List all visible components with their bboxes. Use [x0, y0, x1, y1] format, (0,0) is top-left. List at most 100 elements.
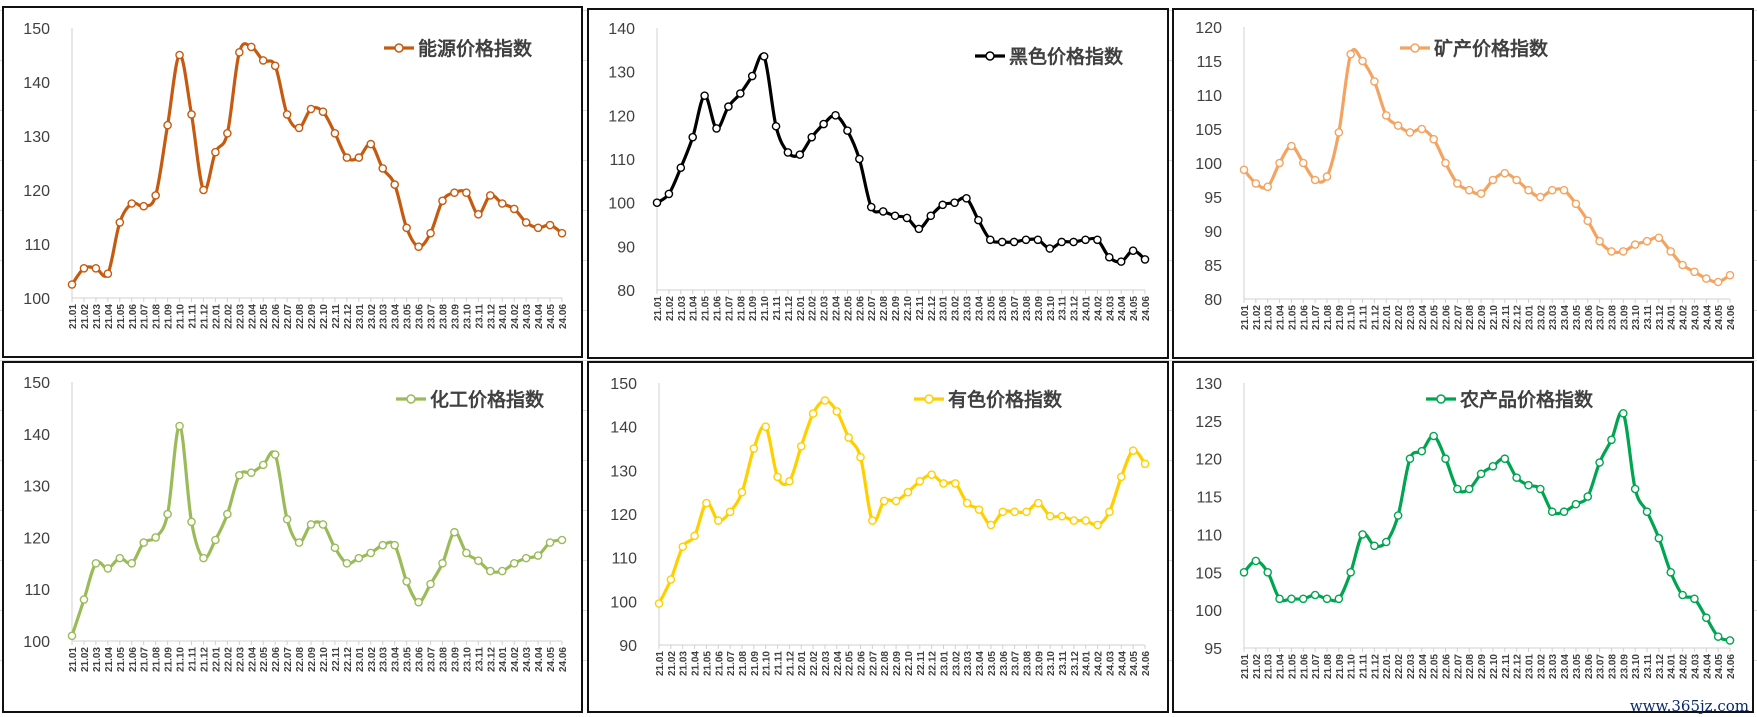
data-point [690, 531, 699, 541]
x-tick-label: 24.03 [522, 304, 533, 329]
x-tick-label: 23.09 [1034, 296, 1045, 321]
data-point [1275, 158, 1284, 168]
data-point [761, 422, 770, 431]
data-point [878, 207, 888, 216]
x-tick-label: 21.06 [128, 647, 139, 672]
x-tick-label: 22.06 [271, 304, 282, 329]
data-point [1251, 556, 1261, 566]
x-tick-label: 23.01 [355, 647, 366, 672]
x-tick-label: 22.04 [1418, 305, 1429, 330]
data-point [1310, 590, 1320, 600]
series-line [70, 424, 563, 637]
x-tick-label: 22.02 [1394, 305, 1405, 330]
x-tick-label: 22.05 [259, 647, 270, 672]
x-tick-label: 23.11 [474, 647, 485, 672]
data-point [962, 498, 972, 508]
x-tick-label: 22.07 [867, 296, 878, 321]
series-line [1242, 48, 1731, 284]
data-point [414, 242, 423, 251]
x-tick-label: 21.02 [667, 651, 678, 676]
data-point [1464, 484, 1474, 494]
data-point [1287, 594, 1296, 604]
data-point [1630, 240, 1640, 249]
x-tick-label: 22.07 [1453, 305, 1464, 330]
data-point [115, 553, 125, 563]
x-tick-label: 21.03 [1264, 654, 1275, 679]
data-point [700, 91, 709, 100]
y-tick-label: 100 [23, 634, 50, 651]
data-point [819, 119, 828, 129]
y-tick-label: 120 [1195, 20, 1222, 37]
data-point [1358, 530, 1367, 539]
data-point [1069, 237, 1078, 247]
data-point [1140, 255, 1150, 264]
data-point [1536, 484, 1545, 494]
x-tick-label: 22.10 [904, 651, 915, 676]
data-point [509, 558, 519, 568]
data-point [246, 42, 256, 52]
data-point [986, 520, 996, 530]
x-tick-label: 23.07 [427, 304, 438, 329]
y-tick-label: 95 [1204, 641, 1222, 658]
y-tick-label: 120 [608, 108, 635, 125]
y-tick-label: 100 [608, 196, 635, 213]
data-point [1263, 567, 1273, 577]
data-point [1263, 182, 1273, 192]
x-tick-label: 21.06 [713, 296, 724, 321]
x-tick-label: 24.05 [546, 647, 557, 672]
x-tick-label: 23.03 [963, 651, 974, 676]
x-tick-label: 23.01 [355, 304, 366, 329]
data-point [1536, 192, 1545, 202]
x-tick-label: 21.03 [679, 651, 690, 676]
data-point [1547, 507, 1557, 517]
data-point [402, 223, 411, 233]
y-tick-label: 90 [1204, 224, 1222, 241]
data-point [1678, 590, 1687, 600]
data-point [163, 120, 172, 130]
data-point [1045, 244, 1055, 253]
x-tick-label: 21.06 [1299, 654, 1310, 679]
x-tick-label: 21.02 [1252, 305, 1263, 330]
x-tick-label: 22.01 [796, 296, 807, 321]
data-point [1488, 175, 1498, 185]
data-point [545, 220, 555, 230]
data-point [1081, 235, 1090, 245]
x-tick-label: 21.11 [188, 647, 199, 672]
data-point [927, 470, 936, 479]
x-tick-label: 23.09 [1034, 651, 1045, 676]
data-point [855, 154, 864, 164]
data-point [856, 452, 865, 462]
y-tick-label: 110 [24, 582, 50, 599]
x-tick-label: 24.06 [1726, 654, 1737, 679]
x-tick-label: 22.01 [1382, 305, 1393, 330]
data-point [1524, 480, 1533, 490]
x-tick-label: 22.11 [331, 304, 342, 329]
data-point [450, 527, 459, 537]
legend-marker [985, 51, 995, 61]
data-point [1524, 185, 1533, 195]
data-point [785, 476, 794, 486]
x-tick-label: 22.12 [1513, 654, 1524, 679]
data-point [891, 496, 901, 506]
background-gridline-8 [0, 360, 1757, 361]
data-point [1116, 257, 1126, 266]
x-tick-label: 22.06 [271, 647, 282, 672]
x-tick-label: 23.03 [379, 647, 390, 672]
data-point [103, 564, 113, 573]
data-point [557, 535, 567, 545]
y-tick-label: 105 [1195, 122, 1222, 139]
x-tick-label: 22.06 [1442, 654, 1453, 679]
x-tick-label: 22.04 [832, 296, 843, 321]
data-point [915, 476, 925, 486]
x-tick-label: 21.03 [92, 304, 103, 329]
x-tick-label: 21.12 [199, 647, 210, 672]
x-tick-label: 21.07 [140, 304, 151, 329]
data-point [1405, 454, 1415, 464]
x-tick-label: 23.09 [450, 304, 461, 329]
x-tick-label: 21.02 [1252, 654, 1263, 679]
x-tick-label: 24.06 [1726, 305, 1737, 330]
x-tick-label: 22.10 [1489, 654, 1500, 679]
legend-marker [394, 43, 404, 53]
data-point [843, 126, 852, 135]
data-point [1619, 247, 1628, 256]
